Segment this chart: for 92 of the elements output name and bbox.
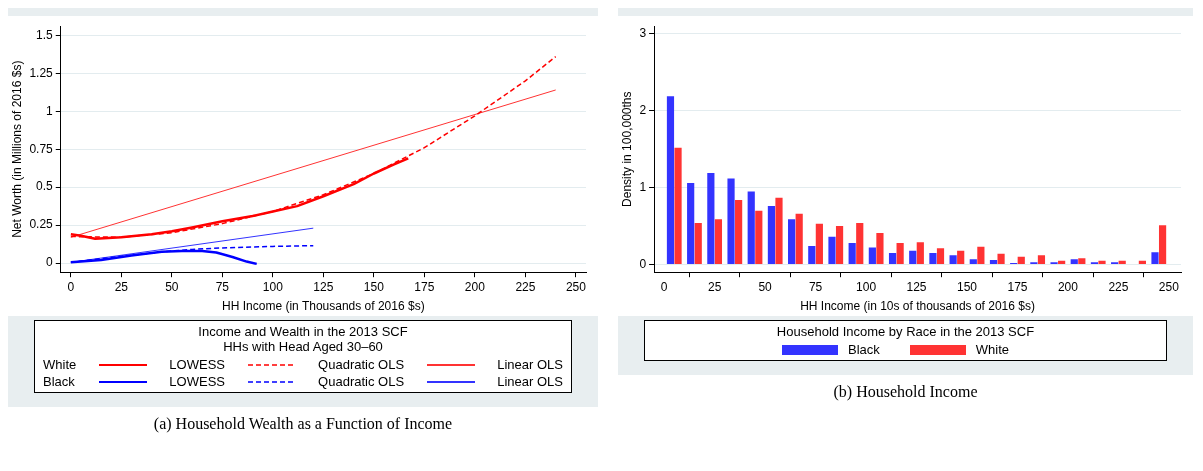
y-tick-label: 0 bbox=[639, 256, 647, 271]
bar bbox=[1158, 225, 1167, 265]
y-tick-label: 1.5 bbox=[36, 27, 54, 42]
bar bbox=[815, 223, 823, 265]
legend-title: Household Income by Race in the 2013 SCF bbox=[775, 324, 1036, 339]
y-axis-title: Density in 100,000ths bbox=[619, 91, 634, 207]
y-tick-label: 0 bbox=[46, 255, 54, 270]
y-tick-label: 3 bbox=[639, 26, 647, 41]
x-tick-label: 250 bbox=[565, 279, 587, 294]
x-tick-label: 225 bbox=[515, 279, 536, 294]
x-tick-label: 200 bbox=[464, 279, 486, 294]
bar bbox=[1017, 256, 1025, 265]
bar bbox=[1151, 252, 1159, 265]
legend-label: Quadratic OLS bbox=[318, 374, 405, 389]
bar bbox=[868, 247, 876, 265]
x-tick-label: 150 bbox=[956, 279, 978, 294]
bar bbox=[674, 147, 682, 265]
bar bbox=[1098, 260, 1106, 265]
bar bbox=[788, 219, 796, 265]
y-tick-label: 0.5 bbox=[36, 179, 54, 194]
bar bbox=[1037, 255, 1046, 265]
bar bbox=[707, 173, 715, 265]
y-tick-label: 1 bbox=[639, 179, 647, 194]
legend-label: LOWESS bbox=[169, 374, 225, 389]
bar bbox=[876, 232, 884, 265]
legend-label: White bbox=[975, 342, 1010, 357]
y-tick-label: 1.25 bbox=[29, 65, 54, 80]
bar bbox=[835, 226, 844, 265]
bar bbox=[666, 96, 675, 265]
legend-title: Income and Wealth in the 2013 SCF HHs with Head Aged 30–60 bbox=[197, 324, 409, 354]
bar bbox=[888, 252, 897, 265]
x-tick-label: 100 bbox=[856, 279, 877, 294]
x-tick-label: 150 bbox=[363, 279, 385, 294]
bar bbox=[808, 246, 816, 265]
bar bbox=[747, 191, 755, 265]
bar bbox=[687, 183, 695, 265]
bar bbox=[916, 242, 924, 265]
x-tick-label: 25 bbox=[707, 279, 722, 294]
x-tick-label: 125 bbox=[313, 279, 334, 294]
x-tick-label: 25 bbox=[114, 279, 129, 294]
x-tick-label: 50 bbox=[758, 279, 773, 294]
bar bbox=[775, 197, 783, 265]
bar bbox=[949, 255, 957, 265]
bar bbox=[936, 248, 945, 265]
text: Black bbox=[43, 374, 76, 389]
bar bbox=[694, 223, 702, 265]
y-tick-label: 2 bbox=[639, 103, 647, 118]
bar bbox=[1070, 259, 1078, 265]
x-axis-title: HH Income (in 10s of thousands of 2016 $s) bbox=[800, 299, 1035, 314]
y-tick-label: 0.75 bbox=[29, 141, 54, 156]
bar bbox=[848, 242, 856, 265]
bar bbox=[977, 246, 985, 265]
bar bbox=[714, 219, 723, 265]
legend-label: Black bbox=[847, 342, 880, 357]
bar bbox=[1078, 258, 1086, 265]
text: (a) Household Wealth as a Function of Income bbox=[152, 415, 454, 433]
y-tick-label: 1 bbox=[46, 103, 54, 118]
x-tick-label: 75 bbox=[808, 279, 823, 294]
x-tick-label: 50 bbox=[165, 279, 179, 294]
x-tick-label: 125 bbox=[906, 279, 927, 294]
bar bbox=[856, 223, 864, 265]
x-tick-label: 225 bbox=[1108, 279, 1129, 294]
bar bbox=[997, 253, 1005, 265]
y-tick-label: 0.25 bbox=[29, 217, 54, 232]
x-tick-label: 0 bbox=[660, 279, 668, 294]
text: White bbox=[43, 357, 77, 372]
legend-label: Linear OLS bbox=[497, 357, 563, 372]
bar bbox=[896, 242, 904, 265]
text: (b) Household Income bbox=[832, 383, 979, 401]
bar bbox=[909, 250, 917, 265]
bar bbox=[767, 206, 776, 265]
bar bbox=[989, 259, 998, 265]
x-tick-label: 250 bbox=[1158, 279, 1180, 294]
bar bbox=[957, 250, 965, 265]
bar bbox=[828, 236, 836, 265]
bar bbox=[727, 178, 735, 265]
y-axis-title: Net Worth (in Millions of 2016 $s) bbox=[9, 60, 24, 238]
bar bbox=[969, 259, 977, 265]
bar bbox=[929, 252, 937, 265]
legend-label: Quadratic OLS bbox=[318, 357, 405, 372]
legend-label: LOWESS bbox=[169, 357, 225, 372]
x-tick-label: 175 bbox=[1007, 279, 1028, 294]
x-tick-label: 200 bbox=[1057, 279, 1079, 294]
bar bbox=[755, 210, 763, 265]
x-axis-title: HH Income (in Thousands of 2016 $s) bbox=[222, 299, 425, 314]
x-tick-label: 75 bbox=[215, 279, 230, 294]
x-tick-label: 175 bbox=[414, 279, 435, 294]
x-tick-label: 100 bbox=[262, 279, 284, 294]
x-tick-label: 0 bbox=[67, 279, 75, 294]
bar bbox=[735, 199, 743, 265]
legend-label: Linear OLS bbox=[497, 374, 563, 389]
bar bbox=[795, 213, 803, 265]
